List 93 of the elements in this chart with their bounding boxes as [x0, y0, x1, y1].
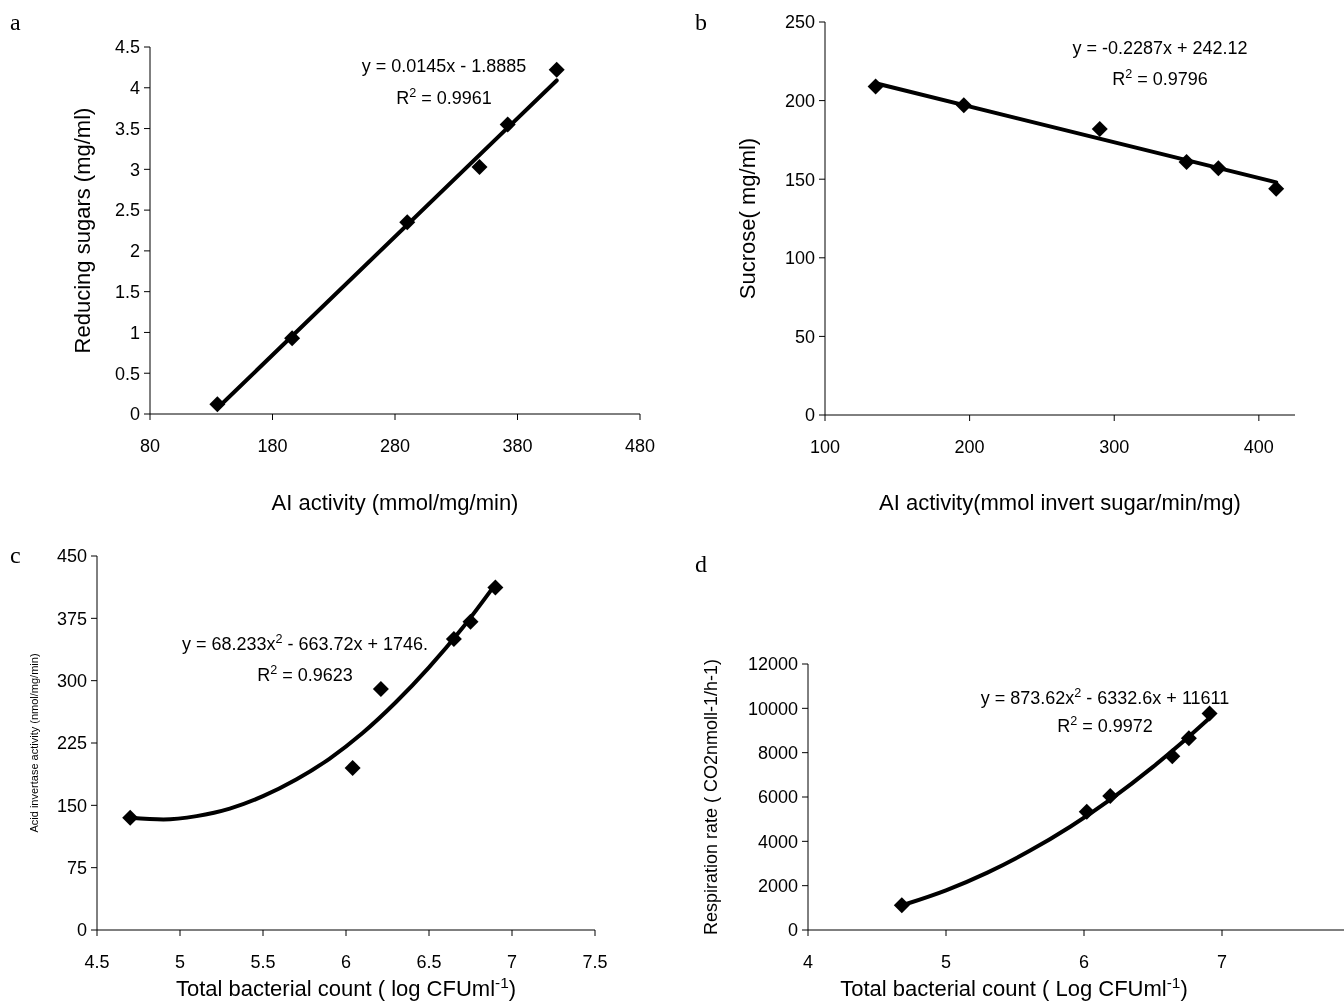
y-tick-label: 50 [794, 326, 815, 347]
x-tick-label: 200 [954, 437, 985, 457]
annotation: R$^{2}$ = 0.9796 [1112, 67, 1208, 89]
point [122, 809, 139, 826]
point [548, 61, 565, 78]
y-tick-label: 150 [784, 169, 815, 190]
point [1180, 730, 1197, 747]
annotation: y = 68.233x$^{2}$ - 663.72x + 1746. [181, 632, 429, 654]
x-tick-label: 4.5 [84, 952, 110, 972]
y-tick-label: 4000 [757, 831, 798, 852]
x-tick-label: 5 [940, 952, 952, 972]
y-tick-label: 1 [129, 322, 140, 343]
x-tick-label: 300 [1099, 437, 1130, 457]
y-tick-label: 1.5 [114, 281, 140, 302]
x-tick-label: 380 [502, 436, 533, 456]
y-tick-label: 4 [129, 78, 140, 99]
x-tick-label: 80 [139, 436, 161, 456]
x-tick-label: 6.5 [416, 952, 442, 972]
y-tick-label: 2000 [757, 875, 798, 896]
y-axis-title: Reducing sugars (mg/ml) [70, 107, 95, 354]
y-tick-label: 300 [56, 670, 87, 691]
y-axis-title: Sucrose( mg/ml) [735, 137, 760, 300]
y-tick-label: 10000 [747, 698, 798, 719]
chart-title: d [695, 551, 707, 577]
y-tick-label: 0 [129, 404, 140, 425]
y-tick-label: 0 [787, 920, 798, 941]
y-tick-label: 150 [56, 795, 87, 816]
chart-title: b [695, 9, 707, 35]
y-tick-label: 0 [76, 920, 87, 941]
point [462, 613, 479, 630]
point [893, 897, 910, 914]
y-tick-label: 6000 [757, 787, 798, 808]
point [1210, 160, 1227, 177]
y-tick-label: 100 [784, 248, 815, 269]
y-tick-label: 12000 [747, 654, 798, 675]
annotation: y = 873.62x$^{2}$ - 6332.6x + 11611 [980, 686, 1230, 708]
chart-title: c [10, 542, 21, 568]
point [445, 631, 462, 648]
point [209, 396, 226, 413]
point [1268, 180, 1285, 197]
y-tick-label: 3.5 [114, 118, 140, 139]
y-tick-label: 0.5 [114, 363, 140, 384]
y-tick-label: 8000 [757, 742, 798, 763]
point [487, 579, 504, 596]
point [284, 330, 301, 347]
point [372, 680, 389, 697]
point [1178, 153, 1195, 170]
x-tick-label: 400 [1243, 437, 1274, 457]
x-tick-label: 180 [257, 436, 288, 456]
y-tick-label: 250 [784, 12, 815, 33]
annotation: y = 0.0145x - 1.8885 [361, 56, 527, 76]
annotation: R$^{2}$ = 0.9623 [257, 663, 353, 685]
x-axis-title: AI activity(mmol invert sugar/min/mg) [879, 490, 1241, 515]
y-tick-label: 3 [129, 159, 140, 180]
x-tick-label: 100 [809, 437, 841, 457]
y-tick-label: 2 [129, 241, 140, 262]
point [499, 116, 516, 133]
point [1102, 788, 1119, 805]
chart-title: a [10, 9, 21, 35]
annotation: y = -0.2287x + 242.12 [1072, 38, 1248, 58]
point [955, 97, 972, 114]
y-tick-label: 4.5 [114, 37, 140, 58]
x-tick-label: 6 [1078, 952, 1090, 972]
x-axis-title: AI activity (mmol/mg/min) [271, 490, 519, 515]
y-tick-label: 200 [784, 90, 815, 111]
y-axis-title: Respiration rate ( CO2nmoll-1/h-1) [701, 658, 721, 936]
point [399, 214, 416, 231]
x-tick-label: 7 [1216, 952, 1228, 972]
x-tick-label: 5.5 [250, 952, 276, 972]
y-tick-label: 450 [56, 546, 87, 567]
annotation: R$^{2}$ = 0.9972 [1057, 714, 1153, 736]
x-tick-label: 7.5 [582, 952, 608, 972]
annotation: R$^{2}$ = 0.9961 [396, 86, 492, 108]
point [1201, 705, 1218, 722]
y-tick-label: 375 [56, 608, 87, 629]
y-tick-label: 0 [804, 405, 815, 426]
point [344, 759, 361, 776]
x-tick-label: 7 [506, 952, 518, 972]
x-axis-title: Total bacterial count ( Log CFUml$^{-1}$) [840, 973, 1188, 1001]
point [867, 78, 884, 95]
x-axis-title: Total bacterial count ( log CFUml$^{-1}$) [175, 973, 517, 1001]
x-tick-label: 280 [379, 436, 411, 456]
x-tick-label: 5 [174, 952, 186, 972]
x-tick-label: 480 [624, 436, 656, 456]
y-tick-label: 75 [66, 857, 87, 878]
point [1078, 803, 1095, 820]
point [1164, 748, 1181, 765]
y-axis-title: Acid invertase activity (nmol/mg/min) [28, 653, 40, 833]
y-tick-label: 225 [56, 733, 87, 754]
point [471, 158, 488, 175]
x-tick-label: 6 [340, 952, 352, 972]
y-tick-label: 2.5 [114, 200, 140, 221]
point [1091, 120, 1108, 137]
